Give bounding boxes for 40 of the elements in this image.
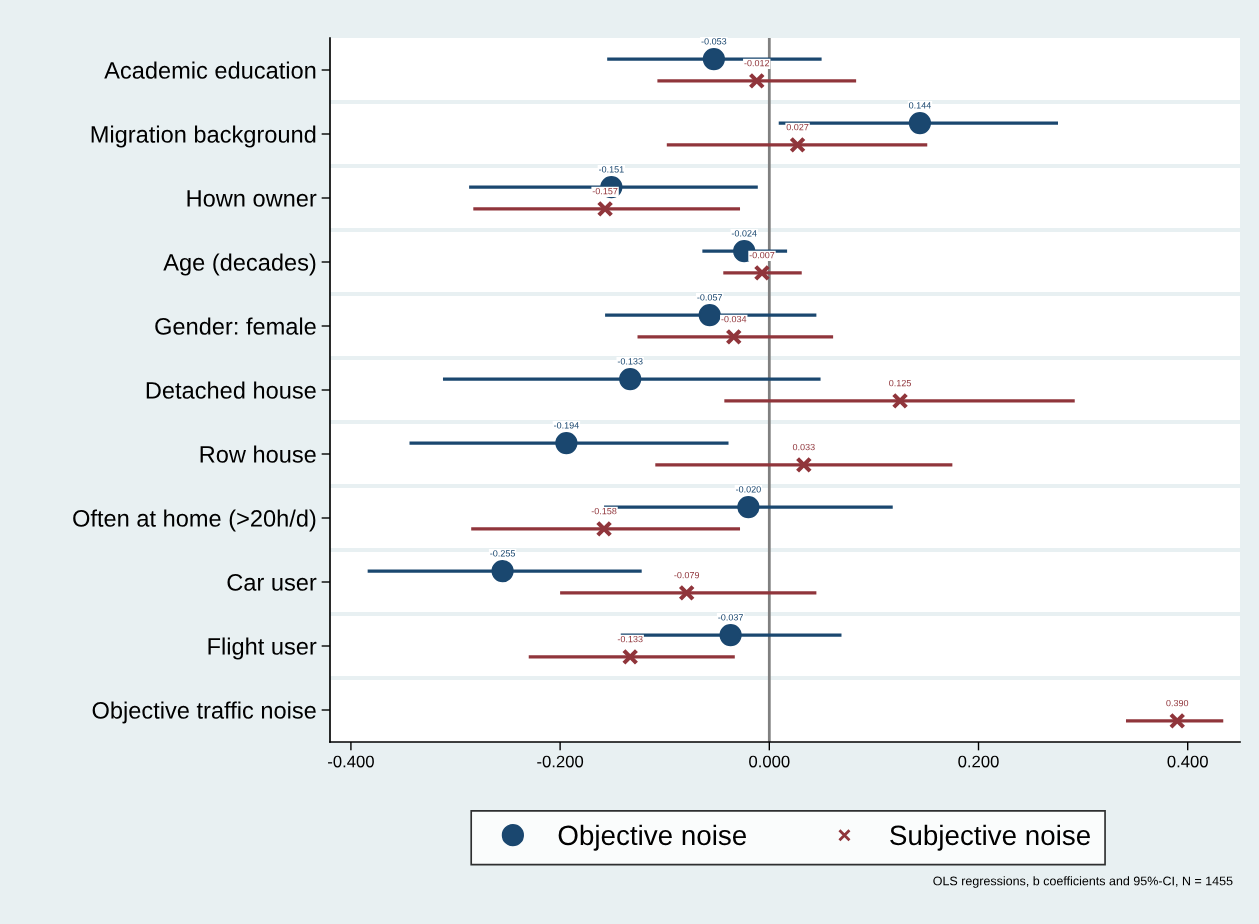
data-label: -0.020	[735, 486, 761, 493]
y-tick-label: Detached house	[146, 381, 316, 399]
data-label: -0.007	[749, 251, 775, 259]
x-tick-label: -0.200	[537, 755, 584, 768]
data-label: -0.079	[674, 571, 700, 579]
data-label: -0.133	[617, 358, 643, 365]
data-label: -0.158	[591, 507, 617, 515]
text: OLS regressions, b coefficients and 95%-CI, N = 1455	[933, 876, 1233, 888]
legend-label: Objective noise	[558, 824, 746, 851]
data-label: -0.157	[592, 187, 618, 195]
y-tick-label: Age (decades)	[163, 253, 316, 276]
data-label: 0.027	[786, 123, 809, 131]
data-label: -0.057	[697, 294, 723, 301]
data-label: 0.144	[908, 102, 931, 109]
x-tick-label: 0.400	[1167, 755, 1208, 768]
data-label: 0.033	[792, 443, 815, 451]
data-label: -0.034	[721, 315, 747, 323]
y-tick-label: Migration background	[91, 125, 316, 148]
y-tick-label: Car user	[227, 574, 317, 591]
y-tick-label: Academic education	[104, 61, 316, 79]
data-label: -0.037	[718, 614, 743, 621]
x-tick-label: 0.000	[749, 755, 790, 768]
y-tick-label: Gender: female	[155, 317, 316, 335]
data-label: -0.151	[598, 166, 624, 173]
y-tick-label: Often at home (>20h/d)	[73, 509, 316, 532]
data-label: 0.390	[1166, 699, 1189, 707]
y-tick-label: Objective traffic noise	[92, 701, 316, 724]
y-tick-label: Row house	[200, 445, 316, 463]
data-label: -0.053	[701, 38, 727, 45]
data-label: -0.012	[744, 59, 770, 67]
data-label: -0.024	[731, 230, 757, 237]
data-label: 0.125	[889, 379, 911, 387]
legend-label: Subjective noise	[890, 824, 1090, 851]
y-tick-label: Flight user	[208, 637, 317, 660]
x-tick-label: 0.200	[958, 755, 999, 768]
data-label: -0.255	[490, 550, 516, 557]
y-tick-label: Hown owner	[187, 190, 317, 207]
data-label: -0.133	[617, 635, 643, 643]
data-label: -0.194	[553, 422, 579, 429]
x-tick-label: -0.400	[328, 755, 374, 768]
